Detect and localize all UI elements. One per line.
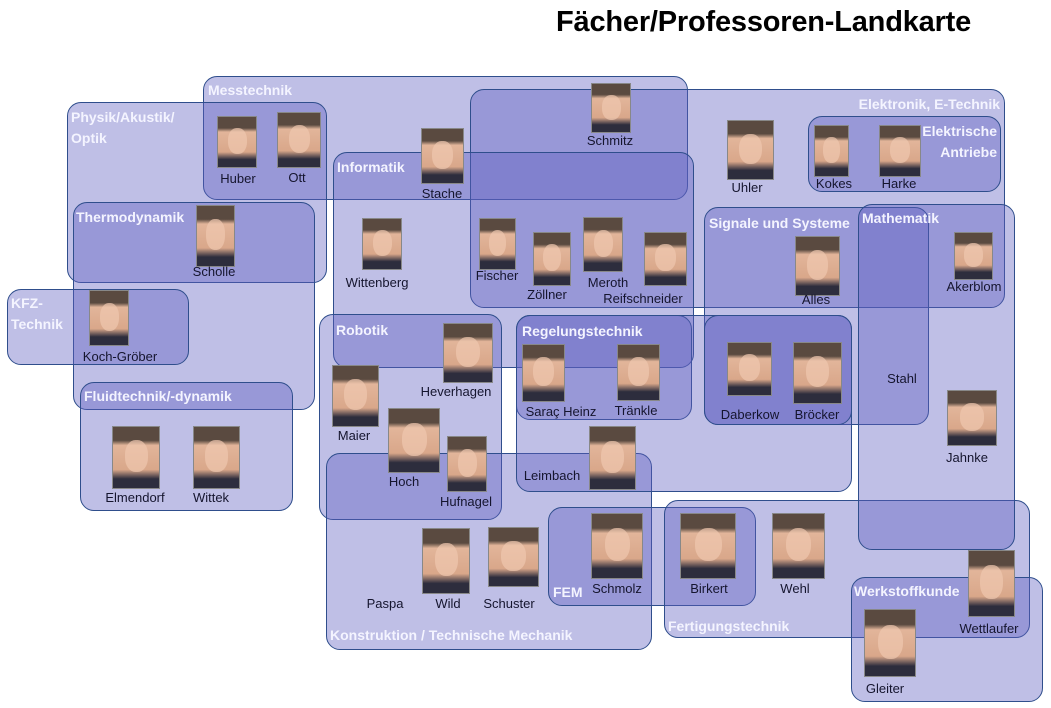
professor-name: Bröcker [794, 407, 840, 422]
group-label-thermodynamik: Thermodynamik [76, 209, 185, 225]
professor-name: Stache [421, 186, 463, 201]
professor-name: Ott [288, 170, 306, 185]
portrait-photo [522, 344, 565, 402]
portrait-photo [196, 205, 235, 267]
page-title: Fächer/Professoren-Landkarte [556, 6, 972, 38]
professor-name: Kokes [815, 176, 853, 191]
portrait-photo [362, 218, 402, 270]
portrait-photo [589, 426, 636, 490]
professor-name: Reifschneider [603, 291, 683, 306]
portrait-photo [583, 217, 623, 272]
professor-name: Tränkle [614, 403, 658, 418]
professor-name: Daberkow [720, 407, 780, 422]
group-label-fertigungstechnik: Fertigungstechnik [668, 618, 790, 634]
professor-name: Wittenberg [345, 275, 409, 290]
professor-name: Elmendorf [105, 490, 165, 505]
professor-name: Schuster [483, 596, 535, 611]
professor-name: Saraç Heinz [525, 404, 597, 419]
portrait-photo [617, 344, 660, 401]
professor-name: Meroth [587, 275, 629, 290]
professor-name: Hoch [388, 474, 420, 489]
professor-name: Wittek [192, 490, 230, 505]
professor-name: Scholle [192, 264, 236, 279]
portrait-photo [277, 112, 321, 168]
professor-name: Uhler [731, 180, 763, 195]
group-label-signale: Signale und Systeme [709, 215, 850, 231]
professor-name: Huber [220, 171, 256, 186]
group-label-physik-2: Optik [71, 130, 107, 146]
group-label-physik: Physik/Akustik/ [71, 109, 175, 125]
portrait-photo [591, 83, 631, 133]
portrait-photo [795, 236, 840, 296]
portrait-photo [388, 408, 440, 473]
portrait-photo [112, 426, 160, 489]
professor-name: Koch-Gröber [82, 349, 158, 364]
portrait-photo [644, 232, 687, 286]
group-label-informatik: Informatik [337, 159, 405, 175]
portrait-photo [591, 513, 643, 579]
portrait-photo [217, 116, 257, 168]
group-label-kfz: KFZ- [11, 295, 43, 311]
portrait-photo [968, 550, 1015, 617]
group-box-fluidtechnik [80, 382, 293, 511]
professor-name: Maier [337, 428, 371, 443]
group-label-elektronik: Elektronik, E-Technik [858, 96, 1000, 112]
group-label-werkstoffkunde: Werkstoffkunde [854, 583, 960, 599]
professor-name: Wettlaufer [959, 621, 1019, 636]
professor-name: Schmolz [592, 581, 642, 596]
portrait-photo [680, 513, 736, 579]
group-label-antriebe-2: Antriebe [940, 144, 997, 160]
portrait-photo [947, 390, 997, 446]
portrait-photo [533, 232, 571, 286]
portrait-photo [793, 342, 842, 404]
portrait-photo [422, 528, 470, 594]
professor-name: Birkert [690, 581, 728, 596]
professor-name: Zöllner [527, 287, 567, 302]
professor-name: Leimbach [523, 468, 581, 483]
professor-name: Harke [881, 176, 917, 191]
group-label-mathematik: Mathematik [862, 210, 940, 226]
professor-name: Fischer [475, 268, 519, 283]
professor-name: Heverhagen [420, 384, 492, 399]
portrait-photo [727, 342, 772, 396]
portrait-photo [864, 609, 916, 677]
group-label-regelungstechnik: Regelungstechnik [522, 323, 643, 339]
portrait-photo [772, 513, 825, 579]
professor-name: Wehl [780, 581, 810, 596]
portrait-photo [879, 125, 921, 177]
portrait-photo [488, 527, 539, 587]
group-label-messtechnik: Messtechnik [208, 82, 293, 98]
portrait-photo [332, 365, 379, 427]
group-label-antriebe: Elektrische [922, 123, 997, 139]
portrait-photo [814, 125, 849, 177]
group-label-konstruktion: Konstruktion / Technische Mechanik [330, 627, 573, 643]
portrait-photo [954, 232, 993, 280]
portrait-photo [421, 128, 464, 184]
portrait-photo [479, 218, 516, 270]
professor-name: Jahnke [946, 450, 988, 465]
group-label-fluidtechnik: Fluidtechnik/-dynamik [84, 388, 232, 404]
portrait-photo [727, 120, 774, 180]
portrait-photo [447, 436, 487, 492]
professor-name: Schmitz [586, 133, 634, 148]
portrait-photo [89, 290, 129, 346]
group-label-fem: FEM [553, 584, 583, 600]
professor-name: Stahl [887, 371, 917, 386]
professor-name: Akerblom [946, 279, 1002, 294]
group-label-robotik: Robotik [336, 322, 389, 338]
portrait-photo [193, 426, 240, 489]
group-label-kfz-2: Technik [11, 316, 63, 332]
professor-name: Gleiter [865, 681, 905, 696]
professor-name: Paspa [366, 596, 404, 611]
professor-name: Alles [801, 292, 831, 307]
professor-name: Wild [435, 596, 461, 611]
professor-name: Hufnagel [439, 494, 493, 509]
portrait-photo [443, 323, 493, 383]
